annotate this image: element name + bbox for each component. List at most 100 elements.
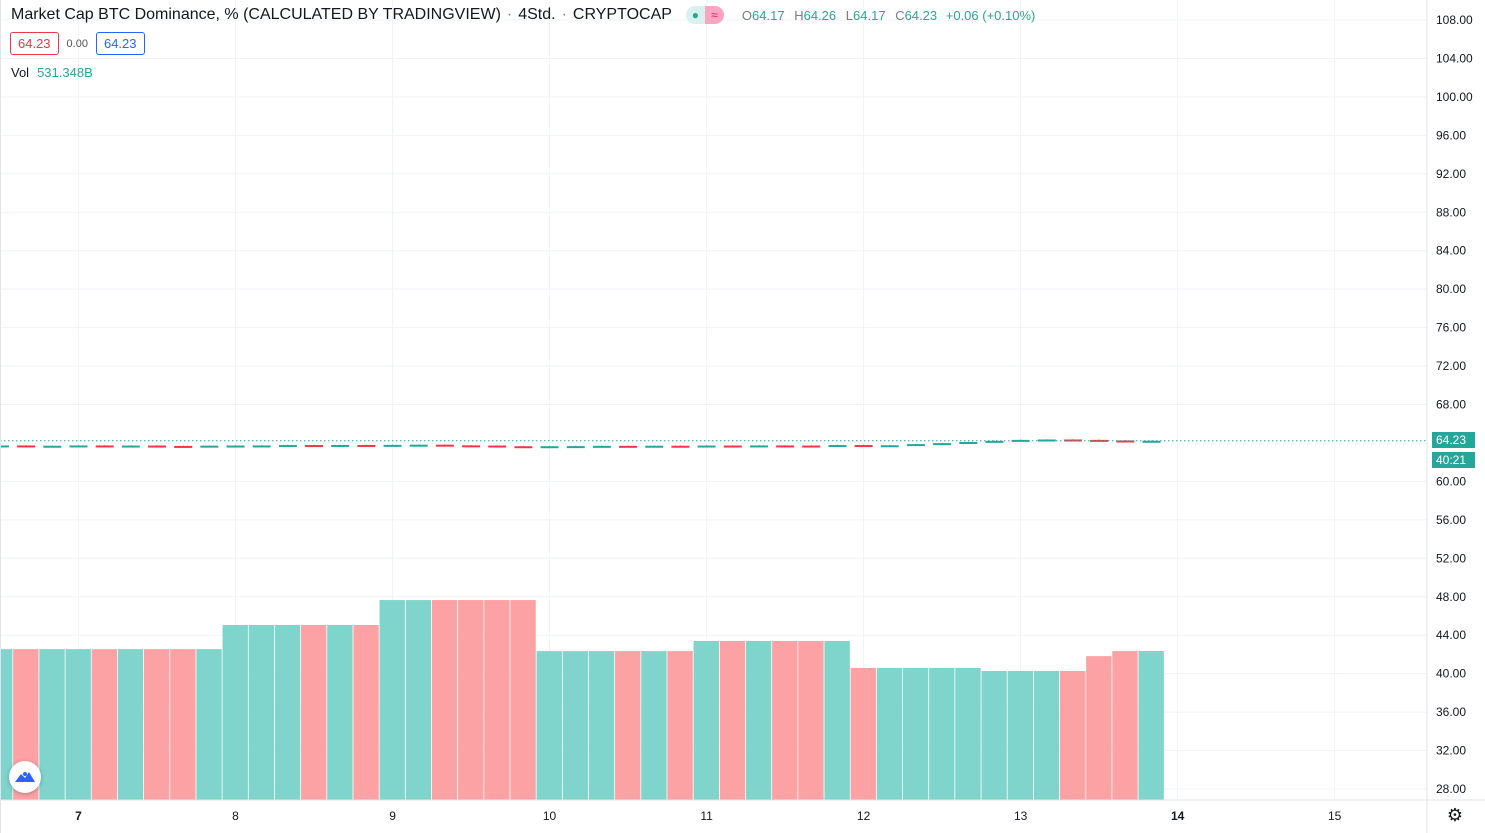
market-open-icon: ● <box>685 6 705 24</box>
price-tick-label: 56.00 <box>1436 513 1466 527</box>
volume-bar <box>39 649 65 800</box>
candle <box>959 441 978 444</box>
volume-bar <box>91 649 118 800</box>
candle <box>409 444 428 447</box>
candle <box>252 445 271 448</box>
candle <box>226 445 245 448</box>
last-price-badge: 64.23 <box>1432 432 1475 448</box>
volume-bar <box>1112 651 1138 800</box>
volume-bar <box>144 649 170 800</box>
price-tick-label: 72.00 <box>1436 359 1466 373</box>
volume-bar <box>117 649 144 800</box>
candle <box>17 445 36 448</box>
candle <box>619 445 638 448</box>
volume-bar <box>274 625 301 800</box>
time-tick-label: 12 <box>857 809 871 823</box>
volume-bar <box>1033 671 1060 800</box>
market-status-pill[interactable]: ● ≈ <box>685 6 724 24</box>
price-tick-label: 92.00 <box>1436 167 1466 181</box>
volume-bar <box>641 651 667 800</box>
spread-value: 0.00 <box>66 37 88 50</box>
open-value: 64.17 <box>752 7 785 23</box>
candle <box>828 445 847 448</box>
candle <box>1116 440 1135 443</box>
close-value: 64.23 <box>904 7 938 23</box>
volume-bar <box>772 641 798 800</box>
volume-bar <box>353 625 379 800</box>
candle <box>985 440 1004 443</box>
candle <box>69 445 88 448</box>
volume-bar <box>536 651 562 800</box>
candle <box>1142 440 1161 443</box>
candle <box>540 446 559 449</box>
price-tick-label: 40.00 <box>1436 667 1466 681</box>
volume-bar <box>955 667 981 800</box>
candle <box>671 445 690 448</box>
volume-bar <box>981 671 1007 800</box>
tradingview-logo-icon[interactable] <box>9 761 41 793</box>
symbol-title[interactable]: Market Cap BTC Dominance, % (CALCULATED … <box>11 6 501 23</box>
candle <box>566 446 585 449</box>
time-tick-label: 8 <box>232 809 239 823</box>
volume-bar <box>301 625 327 800</box>
candle <box>95 445 114 448</box>
change-value: +0.06 (+0.10%) <box>945 7 1036 23</box>
gear-icon[interactable]: ⚙ <box>1446 805 1464 825</box>
time-tick-label: 10 <box>543 809 557 823</box>
time-tick-label: 7 <box>75 809 82 823</box>
bid-ask-row: 64.23 0.00 64.23 <box>10 32 145 55</box>
price-tick-label: 80.00 <box>1436 282 1466 296</box>
candle <box>933 443 952 446</box>
interval-label[interactable]: 4Std. <box>518 6 556 23</box>
countdown-badge: 40:21 <box>1432 452 1475 468</box>
volume-bar <box>196 649 222 800</box>
volume-bar <box>588 651 615 800</box>
volume-bar <box>929 667 955 800</box>
candle <box>880 445 899 448</box>
candle <box>357 444 376 447</box>
volume-bar <box>1138 651 1164 800</box>
candle <box>1090 439 1109 442</box>
exchange-label: CRYPTOCAP <box>572 6 672 23</box>
time-tick-label: 15 <box>1328 809 1342 823</box>
candle <box>906 444 925 447</box>
candle <box>305 445 324 448</box>
candle <box>331 444 350 447</box>
candle <box>1037 439 1056 442</box>
candle <box>462 445 481 448</box>
volume-bar <box>222 625 248 800</box>
sell-button[interactable]: 64.23 <box>10 32 59 55</box>
candle <box>278 445 297 448</box>
candle <box>121 445 140 448</box>
volume-bar <box>693 641 719 800</box>
volume-bar <box>719 641 746 800</box>
price-tick-label: 60.00 <box>1436 474 1466 488</box>
candle <box>435 444 454 447</box>
candle <box>174 445 193 448</box>
price-tick-label: 32.00 <box>1436 744 1466 758</box>
candle <box>0 445 9 448</box>
volume-bar <box>327 625 353 800</box>
volume-bar <box>1059 671 1086 800</box>
price-tick-label: 28.00 <box>1436 782 1466 796</box>
volume-bar <box>248 625 275 800</box>
volume-bar <box>170 649 196 800</box>
volume-bar <box>405 600 432 800</box>
time-tick-label: 11 <box>700 809 713 823</box>
volume-bar <box>458 600 484 800</box>
volume-bar <box>1086 656 1112 800</box>
price-tick-label: 48.00 <box>1436 590 1466 604</box>
time-tick-label: 9 <box>389 809 396 823</box>
candle <box>723 445 742 448</box>
price-tick-label: 88.00 <box>1436 205 1466 219</box>
volume-bar <box>615 651 641 800</box>
price-tick-label: 52.00 <box>1436 551 1466 565</box>
candle <box>802 445 821 448</box>
candle <box>592 445 611 448</box>
buy-button[interactable]: 64.23 <box>95 32 145 55</box>
volume-bar <box>484 600 510 800</box>
price-tick-label: 108.00 <box>1436 13 1473 27</box>
volume-bar <box>824 641 850 800</box>
candle <box>854 445 873 448</box>
